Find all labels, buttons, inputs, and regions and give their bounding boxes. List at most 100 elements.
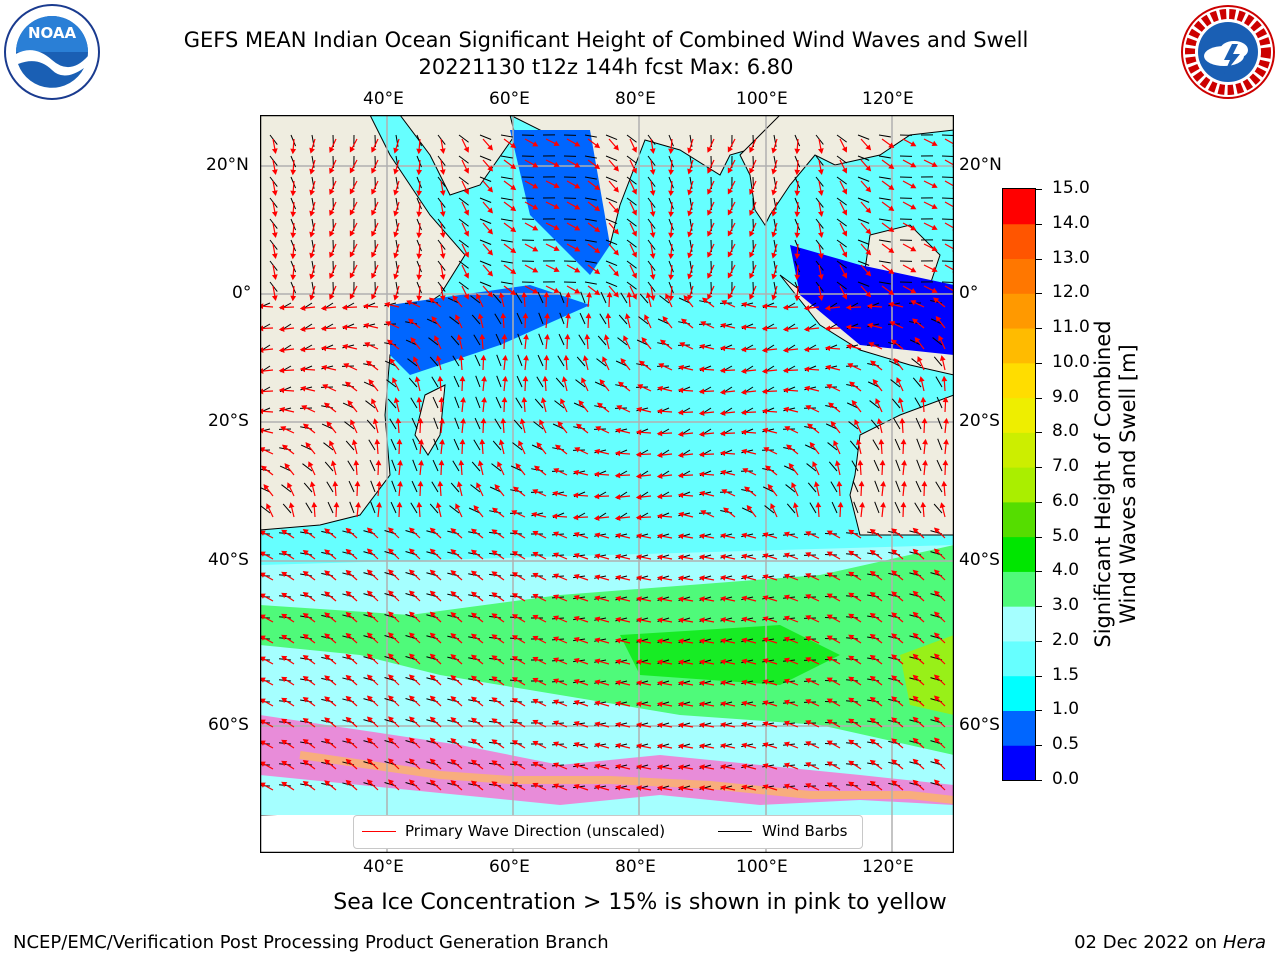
wave-arrow-head — [893, 357, 900, 364]
wave-arrow-head — [826, 740, 833, 746]
map-panel — [259, 114, 955, 854]
wave-arrow-head — [487, 291, 494, 298]
wave-arrow-head — [429, 758, 436, 765]
wave-arrow-head — [749, 272, 755, 279]
wind-barb — [617, 337, 628, 346]
wave-arrow-head — [931, 182, 938, 188]
wind-barb — [366, 419, 376, 430]
wave-arrow-head — [677, 785, 684, 792]
wind-barb — [836, 155, 847, 164]
wave-arrow-head — [782, 367, 789, 374]
southern-ocean-high-waves — [260, 545, 954, 755]
wind-barb — [580, 291, 586, 304]
wind-barb — [416, 197, 422, 210]
wave-arrow-head — [922, 438, 928, 445]
svg-text:NOAA: NOAA — [28, 24, 77, 42]
wave-arrow-head — [594, 679, 601, 686]
wave-arrow-head — [553, 266, 560, 272]
wave-arrow-head — [324, 591, 331, 597]
wave-arrow-head — [912, 737, 919, 744]
wave-arrow-head — [613, 291, 619, 298]
wave-arrow-head — [450, 612, 457, 618]
wind-barb — [537, 354, 544, 367]
wind-barb — [936, 459, 943, 472]
wave-arrow-head — [511, 635, 519, 641]
wave-arrow-head — [805, 699, 812, 705]
wave-arrow-head — [817, 274, 824, 280]
wave-arrow-head — [345, 653, 352, 660]
wave-arrow-head — [266, 503, 272, 510]
southeast-asia-land — [739, 115, 954, 226]
wave-arrow-head — [828, 402, 835, 409]
wave-arrow-head — [324, 633, 331, 639]
wind-barb — [458, 176, 469, 185]
wave-arrow-head — [865, 144, 872, 151]
wave-arrow-head — [561, 376, 568, 383]
wave-arrow-head — [668, 253, 675, 260]
wave-arrow-head — [271, 295, 278, 302]
wave-arrow-head — [349, 272, 355, 279]
wave-arrow-head — [309, 210, 315, 217]
wave-arrow-head — [371, 272, 377, 279]
wave-arrow-head — [749, 146, 755, 153]
wave-arrow-head — [848, 676, 855, 683]
wind-barbs-legend-line — [718, 831, 752, 832]
wave-arrow-head — [416, 295, 423, 302]
wave-arrow-head — [626, 291, 633, 298]
wind-barb — [626, 260, 637, 269]
wave-arrow-head — [393, 231, 399, 238]
wave-arrow-head — [848, 655, 855, 662]
wave-arrow-head — [458, 459, 465, 466]
wave-arrow-head — [805, 573, 812, 579]
wave-arrow-head — [573, 720, 580, 727]
wave-arrow-head — [771, 252, 777, 259]
wave-arrow-head — [668, 295, 675, 302]
wave-arrow-head — [865, 228, 872, 235]
wave-arrow-head — [931, 161, 938, 167]
wind-barb — [391, 459, 397, 472]
wave-arrow-head — [912, 569, 919, 576]
wind-barb — [894, 438, 901, 451]
lat-tick-right-20s: 20°S — [959, 411, 1000, 431]
wave-arrow-head — [463, 272, 469, 279]
wind-barb — [870, 419, 880, 430]
wave-arrow-head — [615, 679, 622, 686]
wave-arrow-head — [826, 656, 833, 662]
wave-arrow-head — [727, 167, 733, 174]
wave-arrow-head — [658, 363, 665, 369]
wave-arrow-head — [613, 186, 619, 193]
wave-arrow-head — [699, 490, 706, 497]
wave-arrow-head — [813, 481, 820, 488]
wave-arrow-head — [376, 480, 382, 487]
wave-arrow-head — [615, 742, 622, 749]
wave-direction-arrow — [944, 138, 954, 145]
wave-arrow-head — [869, 738, 876, 745]
wave-arrow-head — [869, 591, 876, 598]
wave-arrow-head — [329, 167, 335, 174]
wind-barb — [470, 295, 481, 304]
wave-arrow-head — [700, 510, 707, 516]
wave-arrow-head — [720, 701, 726, 707]
wave-arrow-head — [429, 632, 436, 639]
wave-arrow-head — [888, 301, 895, 308]
wave-arrow-head — [278, 347, 285, 353]
wave-arrow-head — [761, 388, 768, 395]
wave-arrow-head — [429, 653, 436, 660]
wave-arrow-head — [581, 377, 587, 384]
wave-arrow-head — [532, 656, 539, 663]
wave-arrow-head — [679, 342, 686, 348]
wind-barb — [458, 239, 469, 248]
wave-arrow-head — [324, 780, 331, 786]
wave-arrow-head — [741, 574, 748, 581]
wind-barb — [605, 176, 618, 183]
wind-barb — [479, 218, 492, 224]
colorbar-swatch — [1003, 501, 1035, 538]
wind-barb — [416, 218, 422, 231]
wave-arrow-head — [595, 426, 602, 432]
wave-arrow-head — [324, 528, 331, 534]
colorbar-tick-mark — [1035, 745, 1042, 747]
wind-barb — [576, 356, 586, 367]
wave-arrow-head — [324, 696, 331, 702]
wave-arrow-head — [740, 368, 747, 374]
wave-arrow-head — [522, 312, 529, 319]
